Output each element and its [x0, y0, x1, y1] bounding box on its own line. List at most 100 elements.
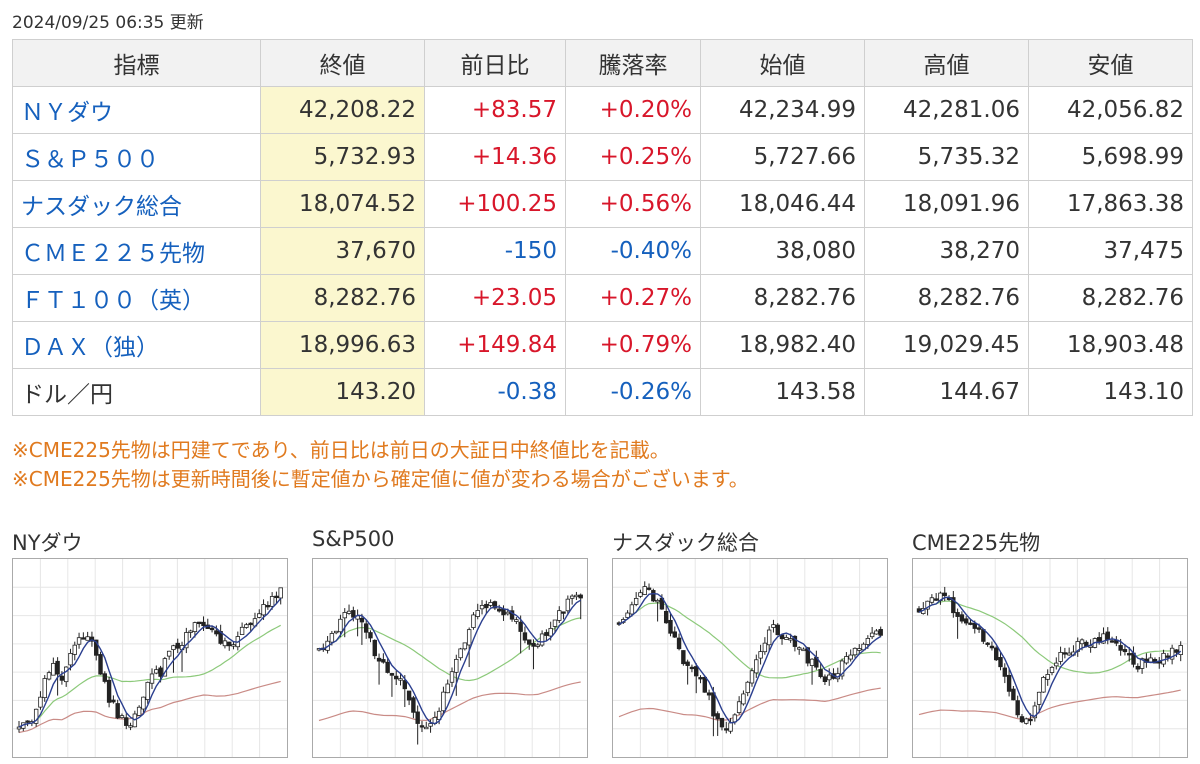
candle [1169, 644, 1175, 665]
notes: ※CME225先物は円建てであり、前日比は前日の大証日中終値比を記載。 ※CME… [12, 436, 749, 494]
index-link[interactable]: ＦＴ１００（英） [12, 274, 261, 322]
chart-cme225[interactable] [912, 558, 1188, 758]
candle-body [33, 708, 39, 724]
index-link[interactable]: ナスダック総合 [12, 180, 261, 228]
candle-body [346, 610, 352, 614]
candle-body [741, 693, 746, 705]
candle-body [496, 608, 502, 612]
candle [724, 721, 729, 734]
candle-body [261, 604, 266, 616]
candle [124, 713, 129, 730]
candle [209, 626, 215, 633]
long-moving-average-line [318, 681, 581, 722]
candle-body [376, 657, 382, 662]
candle [342, 608, 347, 638]
candle-body [976, 627, 982, 630]
candle-body [754, 659, 759, 674]
candle [557, 606, 562, 624]
candle [368, 630, 373, 643]
candle-body [663, 611, 669, 624]
table-row: ドル／円 143.20 -0.38 -0.26% 143.58 144.67 143.10 [12, 368, 1193, 416]
candle [454, 654, 459, 696]
long-moving-average-line [918, 689, 1181, 720]
candle-body [1109, 640, 1115, 643]
candle [265, 601, 271, 610]
candle-body [548, 627, 553, 637]
candle-body [1118, 645, 1123, 651]
candle [561, 611, 566, 620]
candle-body [278, 587, 283, 599]
candle-body [136, 706, 142, 716]
candle-body [424, 726, 429, 730]
candle-body [106, 679, 112, 703]
candle [359, 613, 365, 645]
candle-body [959, 614, 965, 622]
candle [1157, 657, 1162, 669]
candle-body [501, 608, 506, 616]
candle [484, 600, 489, 614]
candle [715, 711, 720, 736]
candle [544, 629, 549, 641]
candle [424, 721, 429, 730]
change-value: +23.05 [424, 274, 566, 322]
index-link[interactable]: Ｓ＆Ｐ５００ [12, 133, 261, 181]
candle [63, 666, 69, 687]
candle [989, 641, 995, 651]
chart-ny-dow[interactable] [12, 558, 288, 758]
candle-body [955, 612, 960, 617]
index-link[interactable]: ＤＡＸ（独） [12, 321, 261, 369]
table-row: ＮＹダウ 42,208.22 +83.57 +0.20% 42,234.99 42,281… [12, 86, 1193, 134]
candle-body [115, 703, 120, 719]
open-value: 38,080 [700, 227, 865, 275]
candle-body [1036, 691, 1042, 705]
candle [818, 662, 823, 679]
open-value: 143.58 [700, 368, 865, 416]
high-value: 8,282.76 [864, 274, 1029, 322]
candle-body [531, 642, 536, 647]
candle [415, 705, 420, 745]
candle-body [162, 658, 168, 677]
candle-body [672, 631, 677, 638]
candle [381, 653, 386, 664]
index-link[interactable]: ＮＹダウ [12, 86, 261, 134]
short-moving-average-line [18, 597, 282, 728]
candle-body [565, 598, 571, 612]
candle-body [359, 617, 365, 623]
chart-sp500[interactable] [312, 558, 588, 758]
candle [274, 591, 279, 604]
candle [741, 690, 746, 706]
open-value: 18,982.40 [700, 321, 865, 369]
low-value: 42,056.82 [1028, 86, 1193, 134]
candle [1127, 646, 1132, 662]
candle-body [827, 674, 832, 681]
candle [184, 627, 189, 654]
chart-nasdaq[interactable] [612, 558, 888, 758]
candle-body [852, 647, 858, 656]
close-value: 18,996.63 [260, 321, 425, 369]
candle [1165, 653, 1171, 662]
candle-body [1148, 657, 1153, 663]
candle [1002, 663, 1008, 684]
candle [475, 603, 480, 620]
candle [363, 620, 369, 639]
candle-body [633, 597, 639, 605]
candle [248, 622, 253, 632]
candle-body [1006, 674, 1012, 692]
candle [411, 695, 416, 719]
candle [745, 680, 750, 697]
index-link[interactable]: ＣＭＥ２２５先物 [12, 227, 261, 275]
candle-body [1096, 637, 1102, 642]
candle-body [916, 608, 922, 613]
candle [372, 639, 377, 660]
candle-body [484, 603, 489, 609]
candle [844, 652, 849, 665]
candle-body [745, 681, 750, 694]
percent-value: +0.20% [565, 86, 701, 134]
candle-body [55, 660, 60, 675]
candle-body [111, 699, 116, 703]
candle [852, 647, 858, 658]
candle-body [402, 680, 408, 690]
candle-body [1041, 677, 1046, 693]
open-value: 42,234.99 [700, 86, 865, 134]
candle [749, 667, 755, 687]
